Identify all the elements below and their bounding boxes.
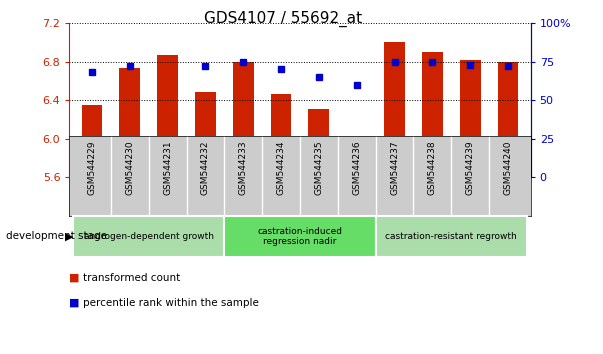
Text: ■: ■ bbox=[69, 298, 80, 308]
Bar bbox=[81, 105, 103, 177]
Bar bbox=[497, 62, 519, 177]
Bar bbox=[224, 216, 376, 257]
Text: GSM544239: GSM544239 bbox=[466, 140, 475, 195]
Bar bbox=[346, 141, 367, 177]
Bar bbox=[422, 52, 443, 177]
Bar bbox=[459, 59, 481, 177]
Text: percentile rank within the sample: percentile rank within the sample bbox=[83, 298, 259, 308]
Text: GSM544232: GSM544232 bbox=[201, 140, 210, 195]
Text: ▶: ▶ bbox=[65, 231, 73, 241]
Text: castration-resistant regrowth: castration-resistant regrowth bbox=[385, 232, 517, 241]
Bar bbox=[233, 62, 254, 177]
Text: development stage: development stage bbox=[6, 231, 107, 241]
Text: GSM544230: GSM544230 bbox=[125, 140, 134, 195]
Text: GSM544233: GSM544233 bbox=[239, 140, 248, 195]
Bar bbox=[376, 216, 527, 257]
Text: GSM544240: GSM544240 bbox=[504, 140, 513, 195]
Text: GSM544234: GSM544234 bbox=[277, 140, 286, 195]
Text: transformed count: transformed count bbox=[83, 273, 180, 283]
Text: GSM544235: GSM544235 bbox=[314, 140, 323, 195]
Bar bbox=[384, 42, 405, 177]
Bar bbox=[119, 68, 140, 177]
Text: androgen-dependent growth: androgen-dependent growth bbox=[84, 232, 213, 241]
Text: castration-induced
regression nadir: castration-induced regression nadir bbox=[257, 227, 343, 246]
Bar bbox=[195, 92, 216, 177]
Text: GSM544229: GSM544229 bbox=[87, 140, 96, 195]
Text: GSM544236: GSM544236 bbox=[352, 140, 361, 195]
Text: GSM544237: GSM544237 bbox=[390, 140, 399, 195]
Bar bbox=[73, 216, 224, 257]
Bar bbox=[309, 109, 329, 177]
Bar bbox=[271, 94, 291, 177]
Text: ■: ■ bbox=[69, 273, 80, 283]
Bar bbox=[157, 55, 178, 177]
Text: GDS4107 / 55692_at: GDS4107 / 55692_at bbox=[204, 11, 362, 27]
Text: GSM544231: GSM544231 bbox=[163, 140, 172, 195]
Text: GSM544238: GSM544238 bbox=[428, 140, 437, 195]
